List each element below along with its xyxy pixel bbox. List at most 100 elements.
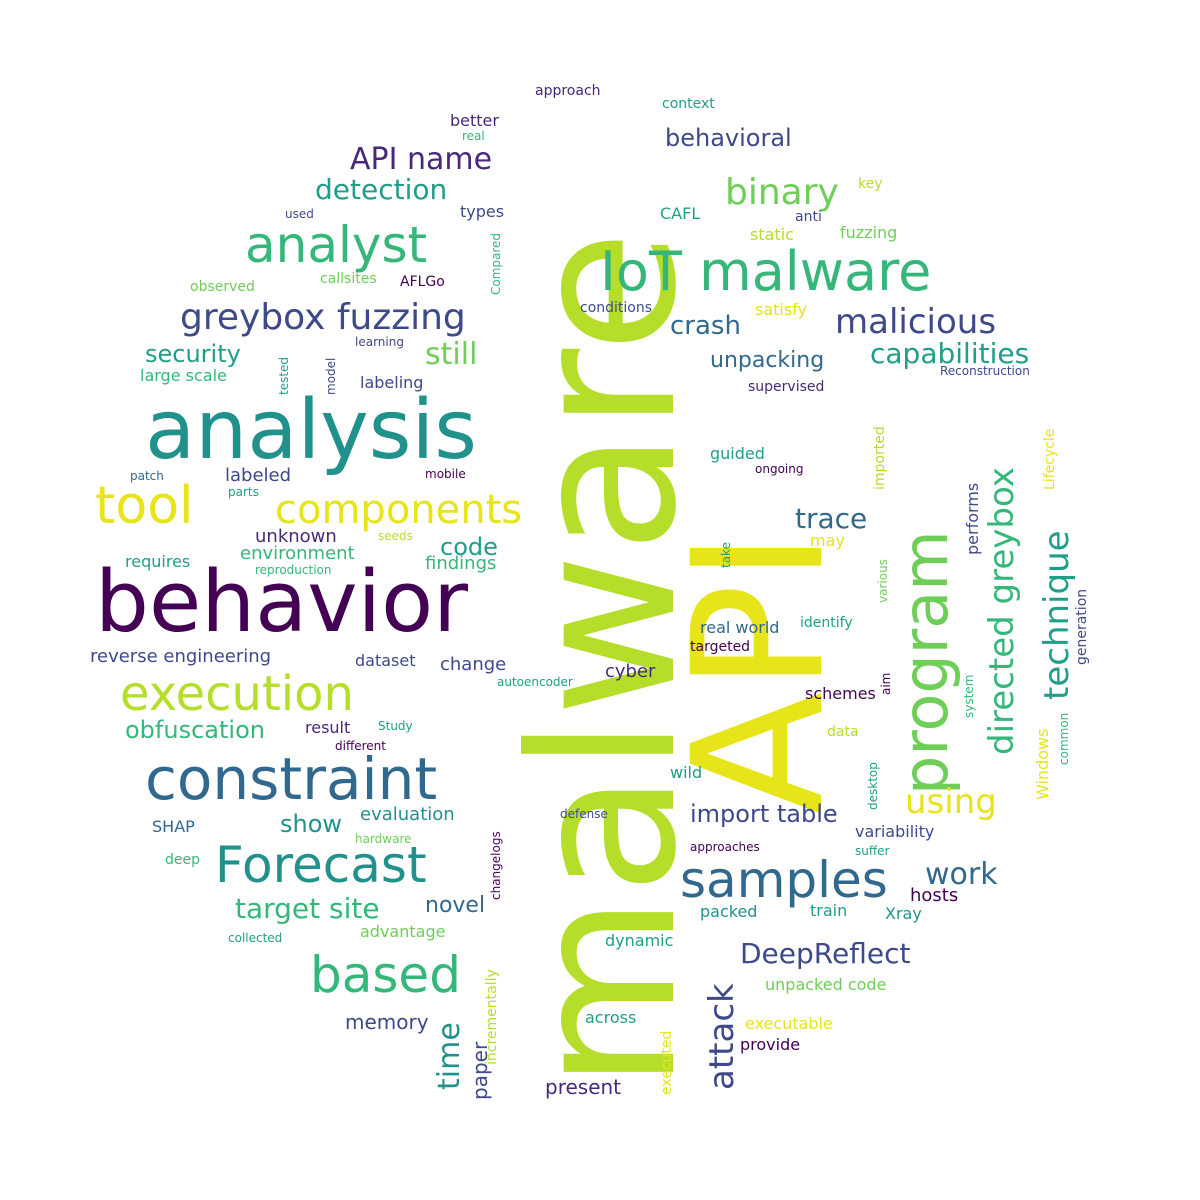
word-cloud-term: across xyxy=(585,1008,637,1027)
word-cloud-term: aim xyxy=(879,672,893,695)
word-cloud-term: based xyxy=(310,946,461,1004)
word-cloud-term: key xyxy=(858,176,883,192)
word-cloud-term: unknown xyxy=(255,526,337,547)
word-cloud-term: desktop xyxy=(866,762,880,810)
word-cloud-term: provide xyxy=(740,1035,801,1054)
word-cloud-term: model xyxy=(324,357,338,395)
word-cloud-term: approaches xyxy=(690,840,760,854)
word-cloud-term: execution xyxy=(120,666,354,722)
word-cloud-term: analyst xyxy=(245,216,428,274)
word-cloud-term: crash xyxy=(670,311,741,341)
word-cloud-term: technique xyxy=(1037,530,1077,700)
word-cloud-term: Xray xyxy=(885,904,922,923)
word-cloud-term: reproduction xyxy=(255,563,332,577)
word-cloud-term: large scale xyxy=(140,366,227,385)
word-cloud-term: novel xyxy=(425,893,486,918)
word-cloud-term: approach xyxy=(535,83,601,99)
word-cloud-term: result xyxy=(305,718,351,737)
word-cloud-term: labeling xyxy=(360,373,424,392)
word-cloud-term: mobile xyxy=(425,467,466,481)
word-cloud-term: reverse engineering xyxy=(90,646,272,667)
word-cloud-term: real world xyxy=(700,618,780,637)
word-cloud-term: API name xyxy=(350,142,493,177)
word-cloud-term: greybox fuzzing xyxy=(180,297,466,338)
word-cloud-term: work xyxy=(925,857,998,892)
word-cloud-term: dataset xyxy=(355,651,416,670)
word-cloud-term: performs xyxy=(963,482,982,555)
word-cloud-term: time xyxy=(432,1022,467,1090)
word-cloud-term: SHAP xyxy=(152,817,195,836)
word-cloud-term: unpacked code xyxy=(765,975,887,994)
word-cloud-term: dynamic xyxy=(605,931,674,950)
word-cloud-term: malicious xyxy=(835,302,997,342)
word-cloud-term: guided xyxy=(710,444,765,463)
word-cloud-term: requires xyxy=(125,552,191,571)
word-cloud-term: imported xyxy=(872,426,888,490)
word-cloud-term: generation xyxy=(1074,588,1090,665)
word-cloud-term: system xyxy=(962,674,976,718)
word-cloud-term: may xyxy=(810,531,845,550)
word-cloud-term: wild xyxy=(670,763,703,782)
word-cloud-term: packed xyxy=(700,902,758,921)
word-cloud-term: supervised xyxy=(748,379,825,395)
word-cloud-term: hardware xyxy=(355,832,412,846)
word-cloud-term: take xyxy=(719,542,733,568)
word-cloud-term: deep xyxy=(165,852,200,868)
word-cloud-term: context xyxy=(662,96,715,112)
word-cloud-term: obfuscation xyxy=(125,716,265,744)
word-cloud-term: tool xyxy=(95,476,194,536)
word-cloud-term: executable xyxy=(745,1014,833,1033)
word-cloud-term: Forecast xyxy=(215,836,427,894)
word-cloud-term: binary xyxy=(725,172,839,213)
word-cloud-term: collected xyxy=(228,931,283,945)
word-cloud-term: target site xyxy=(235,892,380,925)
word-cloud-term: changelogs xyxy=(489,831,503,900)
word-cloud-term: AFLGo xyxy=(400,274,445,290)
word-cloud-term: unpacking xyxy=(710,348,825,373)
word-cloud-term: Windows xyxy=(1033,728,1052,800)
word-cloud-term: static xyxy=(750,225,794,244)
word-cloud-term: evaluation xyxy=(360,804,455,825)
word-cloud-term: callsites xyxy=(320,271,377,287)
word-cloud-term: behavioral xyxy=(665,124,792,152)
word-cloud-term: executed xyxy=(659,1030,675,1095)
word-cloud-term: findings xyxy=(425,553,497,574)
word-cloud-term: change xyxy=(440,654,507,675)
word-cloud-term: program xyxy=(889,530,962,795)
word-cloud-term: data xyxy=(827,724,859,740)
word-cloud-term: targeted xyxy=(690,639,751,655)
word-cloud-term: still xyxy=(425,337,478,372)
word-cloud-term: Compared xyxy=(489,232,503,295)
word-cloud-term: samples xyxy=(680,851,888,909)
word-cloud-term: import table xyxy=(690,800,838,828)
word-cloud-term: capabilities xyxy=(870,337,1030,370)
word-cloud-term: different xyxy=(335,739,386,753)
word-cloud-term: defense xyxy=(560,807,608,821)
word-cloud-term: better xyxy=(450,111,499,130)
word-cloud-term: memory xyxy=(345,1010,429,1034)
word-cloud-term: real xyxy=(462,129,485,143)
word-cloud-term: tested xyxy=(277,356,291,395)
word-cloud-term: fuzzing xyxy=(840,223,898,242)
word-cloud-term: parts xyxy=(228,485,259,499)
word-cloud-term: using xyxy=(905,782,997,822)
word-cloud-term: patch xyxy=(130,469,164,483)
word-cloud-term: ongoing xyxy=(755,462,804,476)
word-cloud-term: observed xyxy=(190,279,255,295)
word-cloud-term: constraint xyxy=(145,745,438,813)
word-cloud-term: hosts xyxy=(910,885,959,906)
word-cloud-term: Lifecycle xyxy=(1042,428,1058,490)
word-cloud-term: DeepReflect xyxy=(740,937,911,970)
word-cloud-term: autoencoder xyxy=(497,675,573,689)
word-cloud-term: present xyxy=(545,1075,622,1099)
word-cloud-term: directed greybox xyxy=(982,467,1022,755)
word-cloud-term: attack xyxy=(702,983,742,1090)
word-cloud-term: IoT malware xyxy=(600,240,932,303)
word-cloud-term: code xyxy=(440,533,498,561)
word-cloud-term: CAFL xyxy=(660,204,701,223)
word-cloud-term: used xyxy=(285,207,314,221)
word-cloud-term: environment xyxy=(240,543,355,564)
word-cloud-term: satisfy xyxy=(755,300,808,319)
word-cloud-term: variability xyxy=(855,822,935,841)
word-cloud-term: Reconstruction xyxy=(940,364,1030,378)
